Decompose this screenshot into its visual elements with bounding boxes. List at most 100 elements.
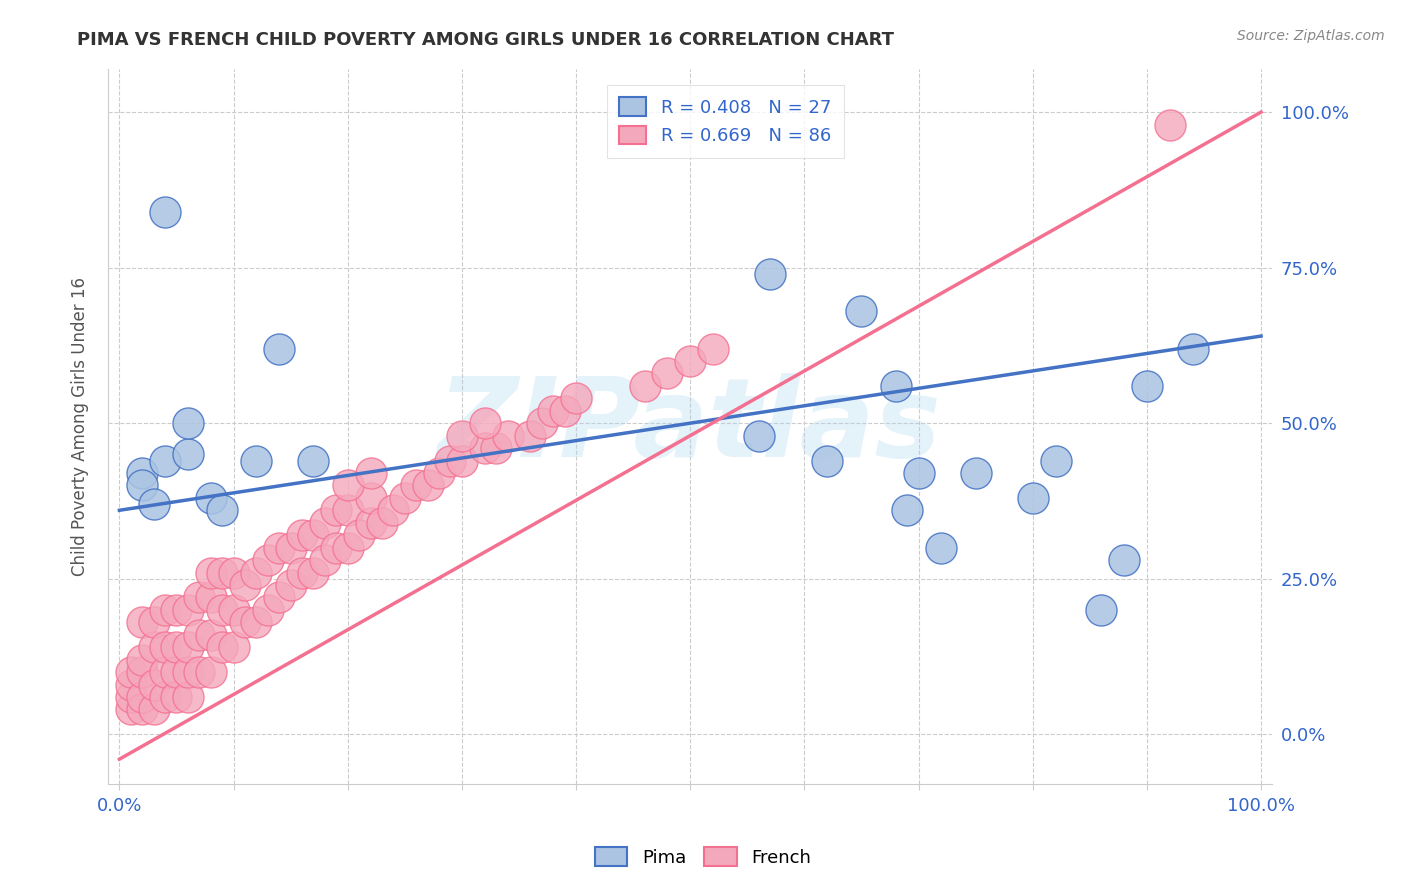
Point [131, 466, 153, 480]
Point [200, 591, 222, 605]
Point [200, 665, 222, 679]
Point [759, 267, 782, 281]
Point [200, 566, 222, 580]
Text: Source: ZipAtlas.com: Source: ZipAtlas.com [1237, 29, 1385, 43]
Point [1090, 603, 1112, 617]
Point [245, 566, 267, 580]
Point [177, 690, 200, 704]
Point [427, 466, 450, 480]
Point [222, 603, 245, 617]
Point [1045, 453, 1067, 467]
Point [519, 428, 541, 442]
Point [120, 702, 142, 716]
Point [142, 677, 165, 691]
Point [291, 528, 314, 542]
Point [336, 503, 359, 517]
Point [211, 603, 233, 617]
Point [554, 403, 576, 417]
Point [166, 690, 188, 704]
Point [451, 453, 474, 467]
Point [371, 516, 394, 530]
Point [177, 665, 200, 679]
Point [188, 591, 211, 605]
Point [302, 453, 325, 467]
Point [120, 677, 142, 691]
Point [474, 416, 496, 430]
Point [496, 428, 519, 442]
Legend: R = 0.408   N = 27, R = 0.669   N = 86: R = 0.408 N = 27, R = 0.669 N = 86 [606, 85, 844, 158]
Point [131, 615, 153, 630]
Y-axis label: Child Poverty Among Girls Under 16: Child Poverty Among Girls Under 16 [72, 277, 89, 576]
Point [233, 578, 256, 592]
Point [280, 578, 302, 592]
Point [222, 566, 245, 580]
Point [394, 491, 416, 505]
Point [896, 503, 918, 517]
Point [245, 615, 267, 630]
Point [657, 367, 679, 381]
Point [485, 441, 508, 455]
Point [131, 652, 153, 666]
Point [679, 354, 702, 368]
Point [280, 541, 302, 555]
Point [153, 690, 176, 704]
Point [474, 441, 496, 455]
Point [269, 591, 291, 605]
Point [177, 416, 200, 430]
Point [200, 491, 222, 505]
Point [211, 503, 233, 517]
Point [188, 628, 211, 642]
Point [851, 304, 873, 318]
Point [325, 503, 347, 517]
Point [131, 665, 153, 679]
Point [222, 640, 245, 655]
Point [314, 553, 336, 567]
Point [382, 503, 405, 517]
Text: ZIPatlas: ZIPatlas [439, 373, 942, 480]
Point [153, 665, 176, 679]
Point [120, 690, 142, 704]
Point [200, 628, 222, 642]
Point [815, 453, 838, 467]
Point [131, 478, 153, 492]
Point [302, 528, 325, 542]
Point [1022, 491, 1045, 505]
Point [177, 603, 200, 617]
Point [405, 478, 427, 492]
Point [907, 466, 929, 480]
Point [360, 466, 382, 480]
Point [302, 566, 325, 580]
Point [1159, 118, 1181, 132]
Point [177, 447, 200, 461]
Point [702, 342, 724, 356]
Point [633, 379, 655, 393]
Point [336, 478, 359, 492]
Point [188, 665, 211, 679]
Point [153, 453, 176, 467]
Point [142, 497, 165, 511]
Point [541, 403, 564, 417]
Point [166, 665, 188, 679]
Point [269, 541, 291, 555]
Point [451, 428, 474, 442]
Point [245, 453, 267, 467]
Point [211, 640, 233, 655]
Point [153, 640, 176, 655]
Point [360, 491, 382, 505]
Point [565, 392, 588, 406]
Point [142, 640, 165, 655]
Point [965, 466, 987, 480]
Point [931, 541, 953, 555]
Point [177, 640, 200, 655]
Point [314, 516, 336, 530]
Point [360, 516, 382, 530]
Point [1136, 379, 1159, 393]
Point [416, 478, 439, 492]
Point [166, 603, 188, 617]
Point [256, 553, 278, 567]
Point [530, 416, 553, 430]
Point [291, 566, 314, 580]
Point [153, 204, 176, 219]
Point [166, 640, 188, 655]
Point [233, 615, 256, 630]
